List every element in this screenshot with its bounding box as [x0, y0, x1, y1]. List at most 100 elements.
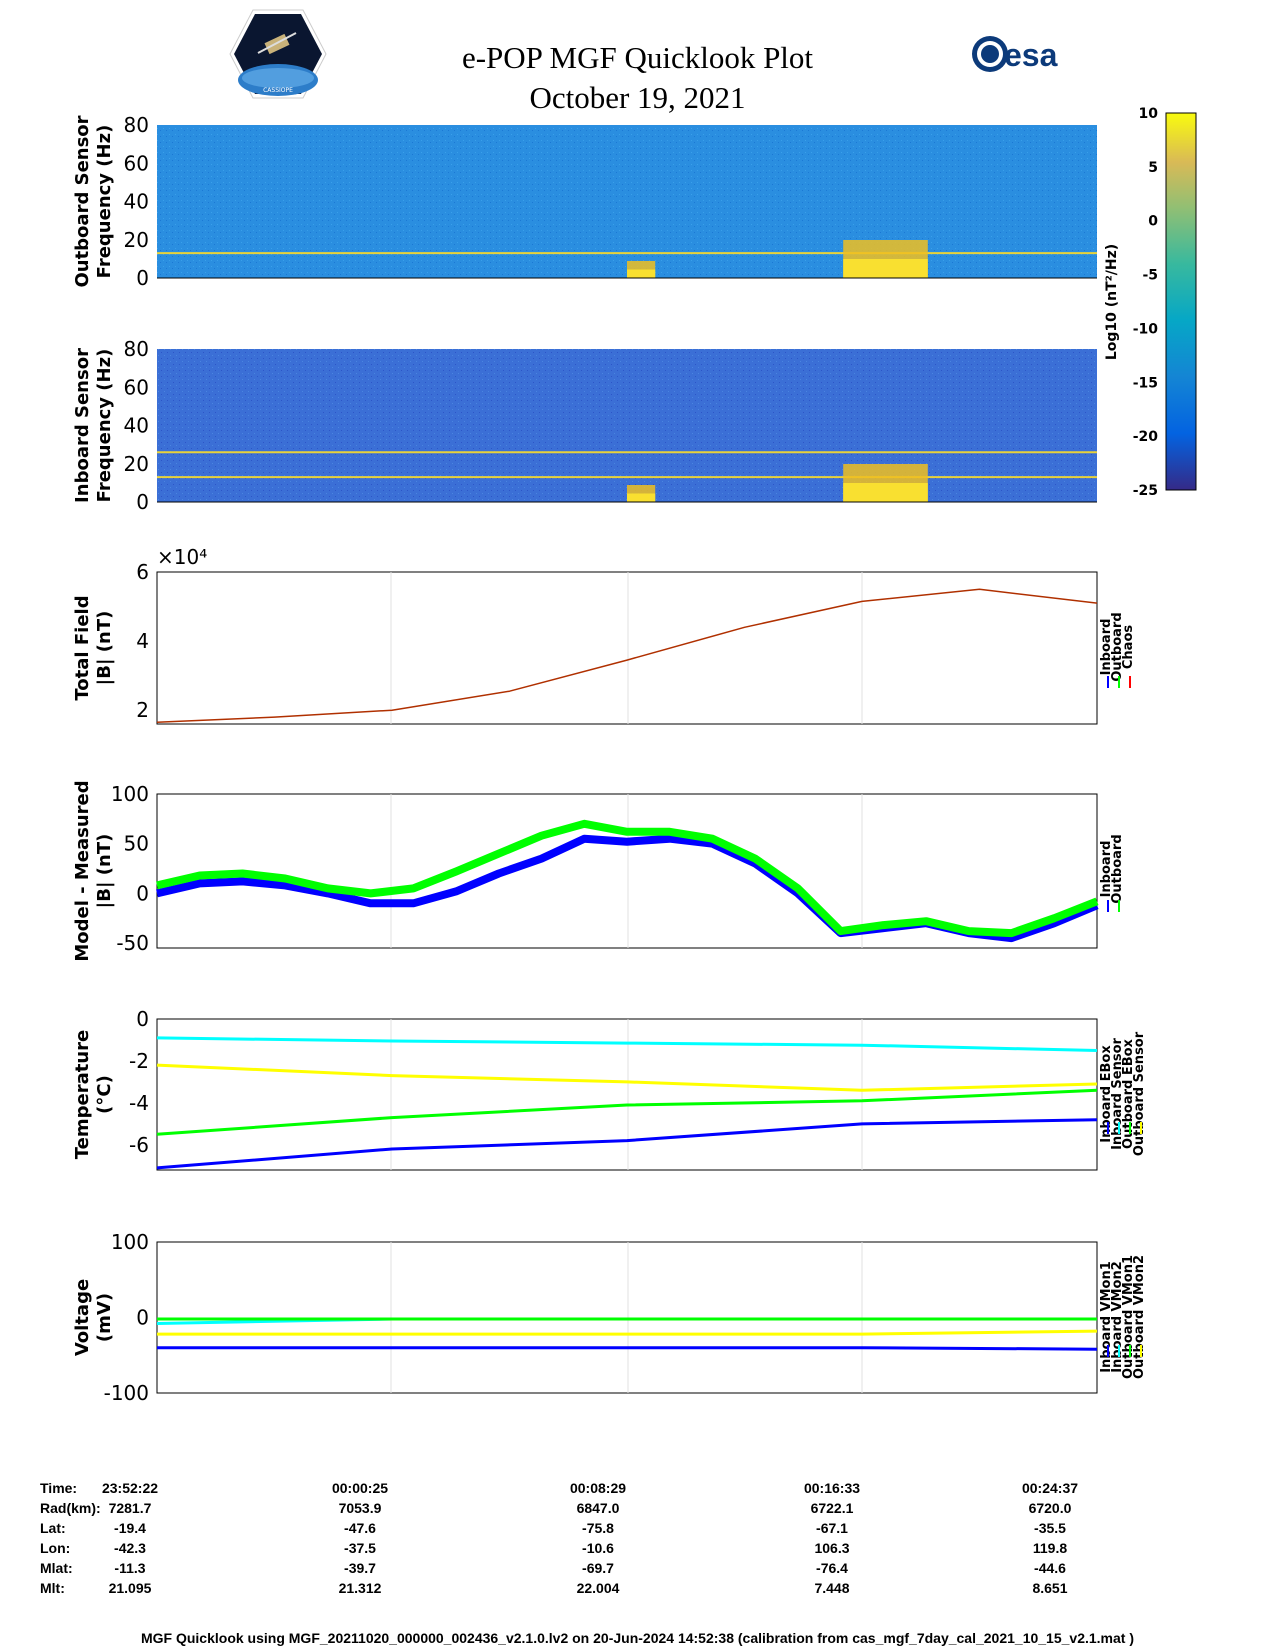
footer-value: 6722.1 [810, 1500, 854, 1516]
legend-label: Inboard VMon2 [1110, 1261, 1125, 1373]
y-tick-label: 80 [124, 113, 149, 137]
y-tick-label: 6 [136, 560, 149, 584]
cassiope-satellite-logo: CASSIOPE [229, 9, 327, 99]
svg-text:CASSIOPE: CASSIOPE [263, 87, 293, 94]
footer-value: -35.5 [1034, 1520, 1066, 1536]
y-axis-label: |B| (nT) [94, 834, 115, 909]
colorbar-label: Log10 (nT²/Hz) [1104, 244, 1120, 360]
y-axis-label: (°C) [94, 1075, 115, 1114]
y-tick-label: -2 [129, 1049, 149, 1073]
series-line-outboard-ebox [156, 1088, 1098, 1136]
footer-row-label: Mlat: [40, 1560, 73, 1576]
footer-value: -10.6 [582, 1540, 614, 1556]
footer-value: 23:52:22 [101, 1480, 159, 1496]
svg-text:esa: esa [1004, 37, 1058, 73]
footer-value: -39.7 [344, 1560, 376, 1576]
y-tick-label: 60 [124, 375, 149, 399]
footer-row-label: Time: [40, 1480, 78, 1496]
plot-title: e-POP MGF Quicklook Plot [461, 40, 814, 75]
y-tick-label: 100 [111, 782, 149, 806]
plot-date: October 19, 2021 [529, 80, 746, 115]
legend-label: Inboard Sensor [1110, 1037, 1125, 1149]
footer-row-label: Mlt: [40, 1580, 65, 1596]
y-axis-label: Model - Measured [72, 780, 93, 961]
footer-value: 00:24:37 [1021, 1480, 1079, 1496]
footer-value: 7.448 [814, 1580, 850, 1596]
colorbar-tick-label: 5 [1148, 160, 1158, 176]
spectral-burst-core [843, 259, 928, 278]
y-tick-label: 60 [124, 151, 149, 175]
footer-row-label: Rad(km): [40, 1500, 101, 1516]
footer-value: -47.6 [344, 1520, 376, 1536]
legend-label: Inboard VMon1 [1099, 1261, 1114, 1373]
y-tick-label: 2 [136, 698, 149, 722]
footer-value: 22.004 [576, 1580, 620, 1596]
y-axis-label: Voltage [72, 1279, 93, 1356]
colorbar-tick-label: -5 [1142, 268, 1158, 284]
colorbar-tick-label: -20 [1133, 429, 1159, 445]
colorbar-tick-label: -25 [1133, 483, 1158, 499]
legend-label: Inboard EBox [1099, 1045, 1114, 1143]
footer-value: 21.095 [108, 1580, 152, 1596]
series-line-chaos [156, 588, 1098, 724]
y-axis-label: Total Field [72, 595, 93, 700]
esa-logo: esa [972, 36, 1058, 73]
legend-label: Outboard Sensor [1132, 1031, 1147, 1156]
legend-label: Inboard [1099, 841, 1114, 898]
y-tick-label: -4 [129, 1091, 149, 1115]
y-tick-label: 20 [124, 452, 149, 476]
y-tick-label: 20 [124, 228, 149, 252]
legend-label: Outboard VMon2 [1132, 1255, 1147, 1379]
footer-value: 21.312 [338, 1580, 382, 1596]
footer-row-label: Lat: [40, 1520, 66, 1536]
colorbar-tick-label: -10 [1133, 321, 1159, 337]
outboard-spectrogram-background [157, 125, 1097, 278]
footer-value: 00:00:25 [331, 1480, 389, 1496]
y-tick-label: 40 [124, 190, 149, 214]
colorbar: 10 5 0 -5 -10 -15 -20 -25 Log10 (nT²/Hz) [1104, 106, 1197, 499]
y-axis-label: Temperature [72, 1030, 93, 1159]
footer-value: 6847.0 [576, 1500, 620, 1516]
footer-row-label: Lon: [40, 1540, 71, 1556]
y-axis-label: Outboard Sensor [72, 115, 93, 287]
footer-value: -67.1 [816, 1520, 848, 1536]
footer-value: -37.5 [344, 1540, 376, 1556]
y-tick-label: 40 [124, 414, 149, 438]
inboard-spectrogram-background [157, 349, 1097, 502]
series-line-outboard-vmon2 [157, 1329, 1098, 1336]
spectral-burst-core [627, 269, 656, 278]
footer-value: 7053.9 [338, 1500, 382, 1516]
colorbar-tick-label: 10 [1139, 106, 1159, 122]
y-axis-label: Inboard Sensor [72, 348, 93, 503]
footer-value: -42.3 [114, 1540, 146, 1556]
y-tick-label: 0 [136, 1007, 149, 1031]
footer-value: -76.4 [816, 1560, 848, 1576]
series-line-inboard-sensor [156, 1036, 1098, 1052]
inboard-spectrogram-panel: 80 60 40 20 0 Inboard Sensor Frequency (Hz) [72, 337, 1097, 514]
series-line-inboard-ebox [156, 1118, 1098, 1170]
y-axis-label: (mV) [94, 1293, 115, 1342]
y-tick-label: 0 [136, 266, 149, 290]
footer-value: -19.4 [114, 1520, 146, 1536]
legend-label: Outboard EBox [1121, 1038, 1136, 1148]
y-axis-label: Frequency (Hz) [94, 349, 115, 503]
y-tick-label: 4 [136, 629, 149, 653]
footer-value: 7281.7 [108, 1500, 152, 1516]
outboard-spectrogram-panel: 80 60 40 20 0 Outboard Sensor Frequency (Hz) [72, 113, 1097, 290]
y-tick-label: 80 [124, 337, 149, 361]
axis-exponent-label: ×10⁴ [157, 545, 207, 569]
footer-value: 106.3 [814, 1540, 850, 1556]
footer-value: 119.8 [1032, 1540, 1068, 1556]
footer-value: -69.7 [582, 1560, 614, 1576]
colorbar-gradient [1165, 112, 1197, 491]
colorbar-tick-label: -15 [1133, 375, 1158, 391]
y-tick-label: 0 [136, 881, 149, 905]
legend-label: Outboard [1110, 612, 1125, 681]
y-axis-label: Frequency (Hz) [94, 125, 115, 279]
footer-value: 6720.0 [1028, 1500, 1072, 1516]
y-tick-label: 0 [136, 490, 149, 514]
y-axis-label: |B| (nT) [94, 611, 115, 686]
